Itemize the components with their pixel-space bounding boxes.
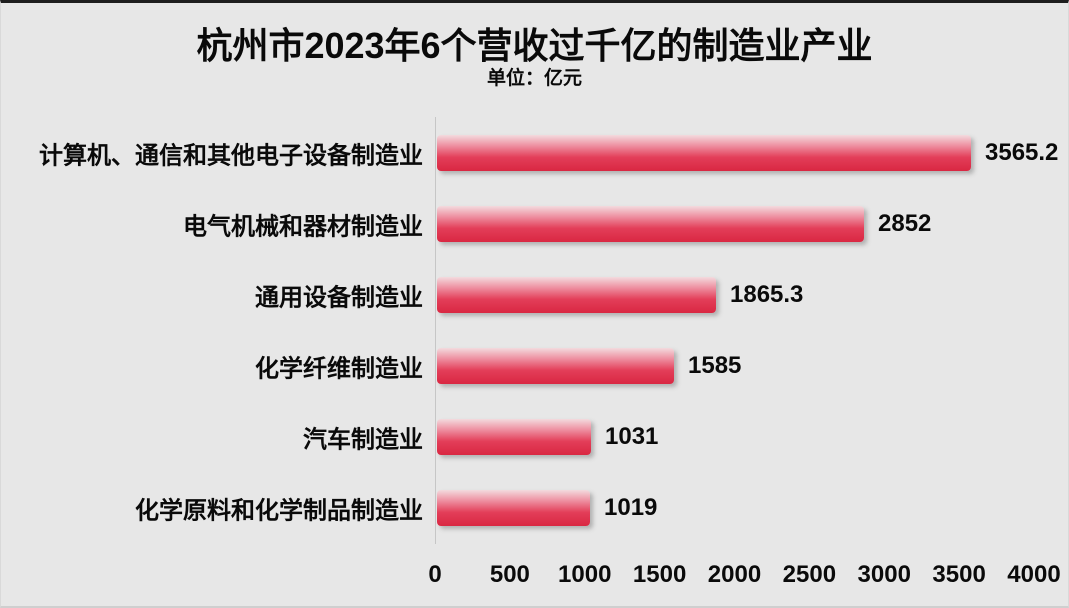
bar bbox=[437, 206, 864, 242]
chart-unit-label: 单位：亿元 bbox=[486, 68, 582, 89]
category-label: 化学原料和化学制品制造业 bbox=[135, 497, 423, 525]
x-tick-label: 2000 bbox=[707, 561, 762, 588]
x-tick-label: 1000 bbox=[558, 561, 612, 588]
category-label: 计算机、通信和其他电子设备制造业 bbox=[39, 142, 423, 170]
value-label: 1031 bbox=[605, 423, 659, 450]
bar bbox=[437, 419, 591, 455]
bar bbox=[437, 348, 674, 384]
value-label: 3565.2 bbox=[985, 139, 1059, 166]
bar-row: 通用设备制造业 1865.3 bbox=[1, 277, 1068, 313]
category-label: 化学纤维制造业 bbox=[255, 355, 423, 383]
value-label: 1585 bbox=[688, 352, 742, 379]
bar-row: 汽车制造业 1031 bbox=[1, 419, 1068, 455]
y-axis-line bbox=[435, 117, 436, 544]
value-label: 2852 bbox=[878, 210, 932, 237]
x-tick-label: 3500 bbox=[932, 561, 986, 588]
category-label: 汽车制造业 bbox=[303, 426, 423, 454]
x-tick-label: 500 bbox=[489, 561, 530, 588]
x-tick-label: 0 bbox=[428, 561, 442, 588]
x-tick-label: 4000 bbox=[1007, 561, 1061, 588]
bar bbox=[437, 490, 590, 526]
bar-row: 化学纤维制造业 1585 bbox=[1, 348, 1068, 384]
bar-row: 化学原料和化学制品制造业 1019 bbox=[1, 490, 1068, 526]
value-label: 1019 bbox=[604, 494, 658, 521]
category-label: 电气机械和器材制造业 bbox=[183, 213, 423, 241]
bar bbox=[437, 277, 716, 313]
x-tick-label: 3000 bbox=[857, 561, 911, 588]
x-tick-label: 1500 bbox=[632, 561, 687, 588]
bar bbox=[437, 135, 971, 171]
x-tick-label: 2500 bbox=[782, 561, 837, 588]
chart-title: 杭州市2023年6个营收过千亿的制造业产业 bbox=[196, 25, 873, 66]
value-label: 1865.3 bbox=[730, 281, 804, 308]
bar-row: 电气机械和器材制造业 2852 bbox=[1, 206, 1068, 242]
category-label: 通用设备制造业 bbox=[255, 284, 423, 312]
bar-chart: 计算机、通信和其他电子设备制造业 3565.2 电气机械和器材制造业 2852 通用设备… bbox=[1, 3, 1068, 606]
bar-row: 计算机、通信和其他电子设备制造业 3565.2 bbox=[1, 135, 1068, 171]
